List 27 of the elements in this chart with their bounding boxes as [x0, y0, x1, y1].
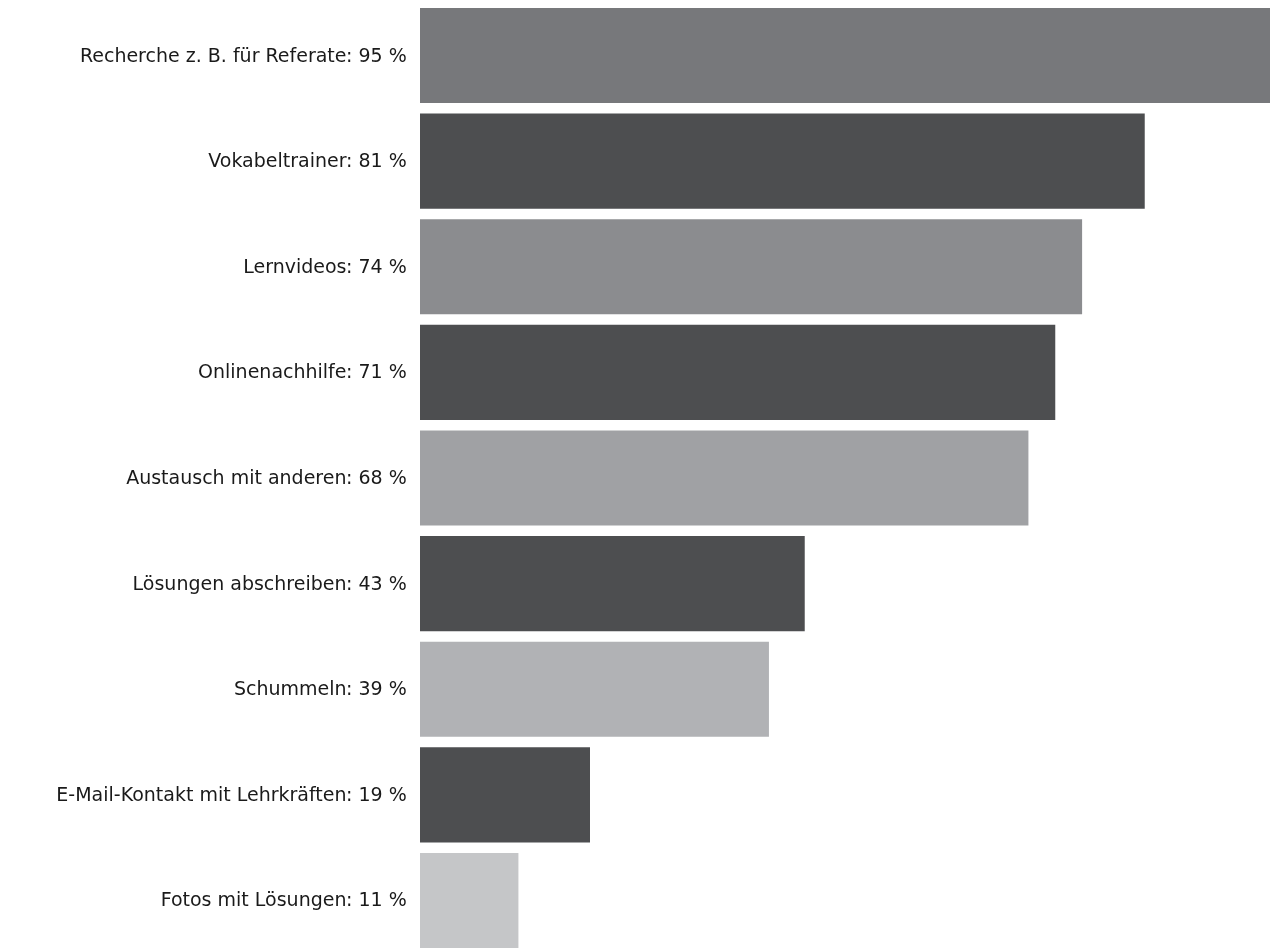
bar — [420, 641, 769, 737]
data-label: : 71 % — [346, 360, 407, 383]
bar — [420, 113, 1145, 209]
y-tick-label: Schummeln — [233, 677, 347, 700]
bar — [420, 747, 590, 843]
data-label: : 39 % — [346, 677, 407, 700]
y-tick-label: Vokabeltrainer — [208, 149, 347, 172]
y-tick-label: E-Mail-Kontakt mit Lehrkräften — [56, 782, 347, 805]
bar — [420, 324, 1056, 420]
y-tick-label: Recherche z. B. für Referate — [79, 43, 347, 66]
bar — [420, 8, 1270, 104]
data-label: : 68 % — [346, 466, 407, 488]
bar — [420, 852, 519, 948]
y-tick-label: Lösungen abschreiben — [132, 571, 347, 594]
data-label: : 11 % — [346, 888, 407, 911]
data-label: : 19 % — [346, 782, 407, 805]
y-tick-label: Lernvideos — [243, 254, 347, 277]
bar — [420, 219, 1083, 315]
data-label: : 81 % — [346, 149, 407, 172]
data-label: : 43 % — [346, 571, 407, 594]
bar — [420, 536, 805, 632]
y-tick-label: Austausch mit anderen — [126, 466, 347, 488]
data-label: : 95 % — [346, 43, 407, 66]
y-tick-label: Onlinenachhilfe — [198, 360, 347, 383]
data-label: : 74 % — [346, 254, 407, 277]
y-tick-label: Fotos mit Lösungen — [160, 888, 347, 911]
bar — [420, 430, 1029, 526]
